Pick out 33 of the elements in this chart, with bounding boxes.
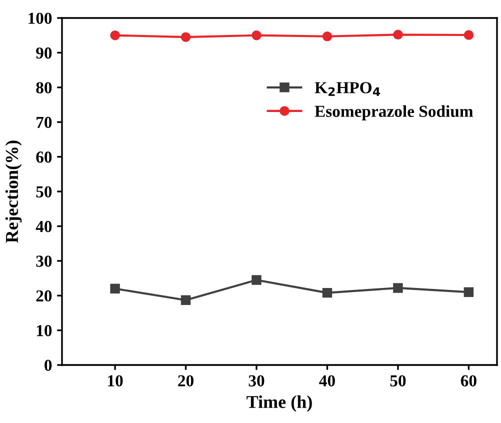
y-tick-label: 0 (44, 360, 52, 371)
legend-label: Esomeprazole Sodium (314, 105, 474, 120)
y-tick-label: 10 (36, 325, 52, 336)
point (180, 32, 191, 42)
point (180, 295, 191, 305)
point (252, 275, 262, 285)
y-tick-label: 80 (36, 82, 52, 94)
point (252, 30, 262, 40)
point (393, 30, 403, 40)
y-tick-label: 20 (36, 290, 52, 302)
x-tick-label: 20 (178, 375, 194, 386)
y-axis-title: Rejection(%) (5, 140, 22, 243)
y-tick-label: 100 (28, 12, 52, 24)
point (464, 287, 474, 297)
point (464, 30, 474, 40)
y-tick-label: 40 (36, 220, 52, 232)
point (393, 283, 403, 293)
point (322, 32, 332, 42)
x-tick-label: 60 (460, 375, 476, 386)
y-tick-label: 50 (36, 186, 52, 198)
x-tick-label: 30 (248, 375, 264, 386)
y-tick-label: 90 (36, 47, 52, 59)
legend-label: K$_{2}$HPO$_{4}$ (314, 82, 380, 96)
x-tick-label: 40 (319, 375, 335, 386)
point (110, 30, 120, 40)
y-tick-label: 30 (36, 256, 52, 267)
point (110, 284, 120, 294)
x-axis-title: Time (h) (246, 395, 312, 412)
x-tick-label: 10 (108, 375, 123, 386)
point (322, 288, 332, 298)
x-tick-label: 50 (390, 375, 406, 386)
y-tick-label: 60 (36, 152, 52, 163)
y-tick-label: 70 (36, 116, 52, 128)
